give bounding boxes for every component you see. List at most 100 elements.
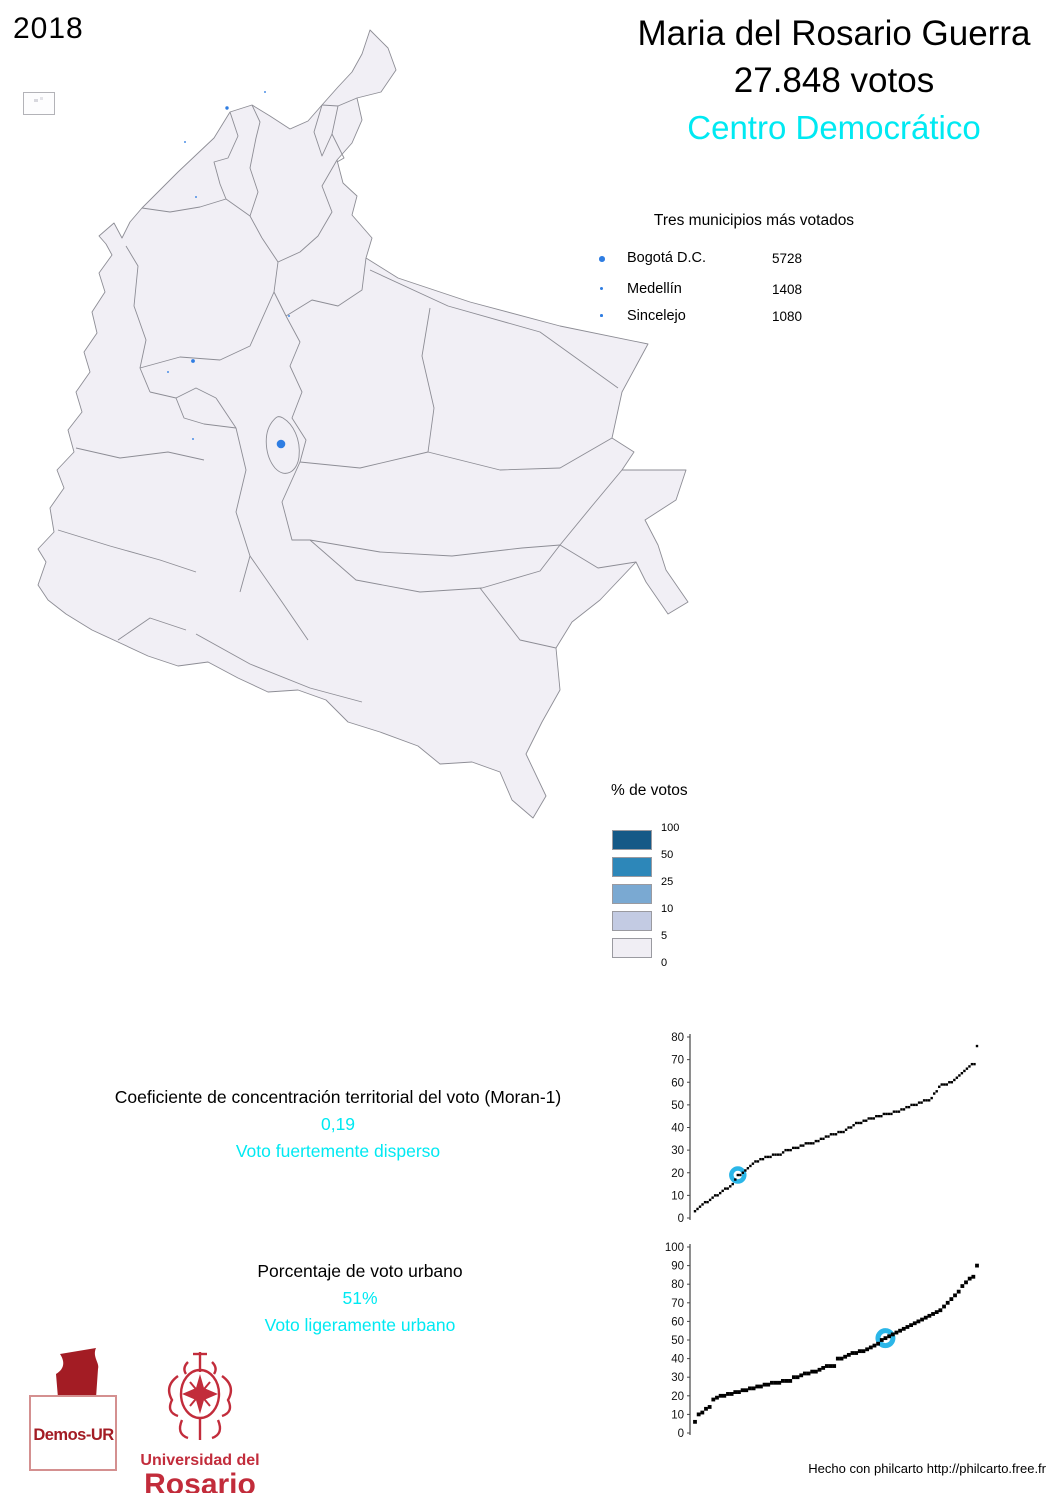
scatter-point (711, 1397, 716, 1402)
scatter-point (761, 1157, 765, 1161)
scatter-point (932, 1092, 936, 1095)
scatter-point (920, 1101, 923, 1104)
san-andres-inset-box (23, 92, 55, 115)
scatter-point (786, 1148, 790, 1152)
scatter-point (832, 1364, 837, 1368)
scatter-point (751, 1386, 756, 1391)
scatter-point (931, 1312, 935, 1316)
scatter-point (718, 1191, 722, 1195)
scatter-point (902, 1108, 906, 1111)
scatter-point (722, 1393, 727, 1398)
legend-swatch-25-10 (612, 884, 652, 904)
scatter-point (802, 1144, 805, 1147)
scatter-point (968, 1065, 971, 1068)
legend-tick: 0 (661, 957, 668, 969)
scatter-point (973, 1062, 976, 1066)
scatter-point (817, 1139, 820, 1143)
scatter-point (920, 1317, 924, 1322)
scatter-point (927, 1099, 931, 1102)
scatter-point (922, 1099, 926, 1102)
scatter-point (716, 1194, 719, 1197)
scatter-point (857, 1121, 860, 1125)
sincelejo-legend-dot (600, 314, 603, 317)
scatter-point (740, 1388, 745, 1393)
scatter-point (807, 1142, 810, 1145)
minor-city-dot (167, 371, 169, 373)
y-tick-label: 20 (671, 1391, 684, 1403)
scatter-point (843, 1354, 848, 1359)
city-dot (276, 439, 286, 449)
scatter-point (955, 1076, 959, 1079)
scatter-point (887, 1112, 891, 1116)
scatter-point (804, 1142, 807, 1145)
scatter-point (890, 1332, 895, 1337)
y-tick-label: 70 (671, 1298, 684, 1310)
scatter-point (810, 1369, 815, 1374)
scatter-point (892, 1110, 896, 1113)
island-glyph (34, 99, 38, 102)
scatter-point (834, 1133, 838, 1136)
y-tick-label: 10 (671, 1409, 684, 1421)
scatter-point (769, 1155, 772, 1159)
scatter-point (748, 1386, 752, 1391)
scatter-point (883, 1336, 888, 1341)
scatter-point (958, 1074, 961, 1077)
scatter-point (776, 1153, 780, 1156)
scatter-point (898, 1328, 902, 1333)
scatter-point (789, 1148, 792, 1152)
scatter-point (706, 1200, 709, 1204)
scatter-point (909, 1323, 913, 1328)
scatter-point (755, 1384, 760, 1389)
municipality-votes: 1408 (772, 282, 803, 297)
scatter-point (910, 1103, 913, 1107)
demos-ur-logo (29, 1348, 117, 1471)
scatter-point (912, 1103, 916, 1107)
scatter-point (949, 1297, 954, 1301)
scatter-point (865, 1119, 868, 1122)
scatter-point (797, 1146, 800, 1150)
scatter-point (923, 1315, 928, 1320)
scatter-point (948, 1081, 951, 1084)
scatter-point (814, 1139, 818, 1143)
legend-swatch-5-0 (612, 938, 652, 958)
scatter-point (890, 1112, 893, 1116)
scatter-point (945, 1300, 950, 1305)
scatter-point (762, 1382, 767, 1387)
scatter-point (934, 1310, 939, 1314)
scatter-point (771, 1153, 775, 1156)
scatter-point (777, 1380, 782, 1385)
philcarto-credit: Hecho con philcarto http://philcarto.fre… (808, 1461, 1046, 1476)
scatter-point (736, 1173, 740, 1177)
scatter-point (876, 1341, 881, 1346)
bogota-legend-dot (599, 256, 605, 262)
scatter-point (897, 1110, 901, 1113)
scatter-point (703, 1200, 707, 1204)
y-tick-label: 80 (671, 1032, 684, 1044)
scatter-point (950, 1081, 954, 1084)
scatter-point (916, 1319, 921, 1324)
scatter-point (927, 1313, 932, 1318)
legend-tick: 100 (661, 822, 680, 834)
scatter-point (711, 1196, 714, 1199)
scatter-point (938, 1308, 943, 1313)
moran-title: Coeficiente de concentración territorial… (114, 1087, 562, 1107)
municipality-name: Medellín (627, 281, 682, 297)
scatter-point (879, 1338, 884, 1342)
scatter-point (754, 1160, 757, 1163)
y-tick-label: 30 (671, 1372, 684, 1384)
scatter-point (799, 1144, 802, 1147)
scatter-point (698, 1205, 702, 1208)
scatter-point (704, 1406, 708, 1411)
y-tick-label: 30 (671, 1145, 684, 1157)
minor-city-dot (288, 315, 290, 317)
scatter-point (925, 1099, 928, 1102)
scatter-point (766, 1155, 770, 1159)
y-tick-label: 90 (671, 1261, 684, 1273)
scatter-point (907, 1105, 911, 1109)
legend-swatch-10-5 (612, 911, 652, 931)
city-dot (225, 106, 229, 110)
top-municipalities-title: Tres municipios más votados (653, 212, 855, 229)
scatter-point (759, 1157, 762, 1161)
